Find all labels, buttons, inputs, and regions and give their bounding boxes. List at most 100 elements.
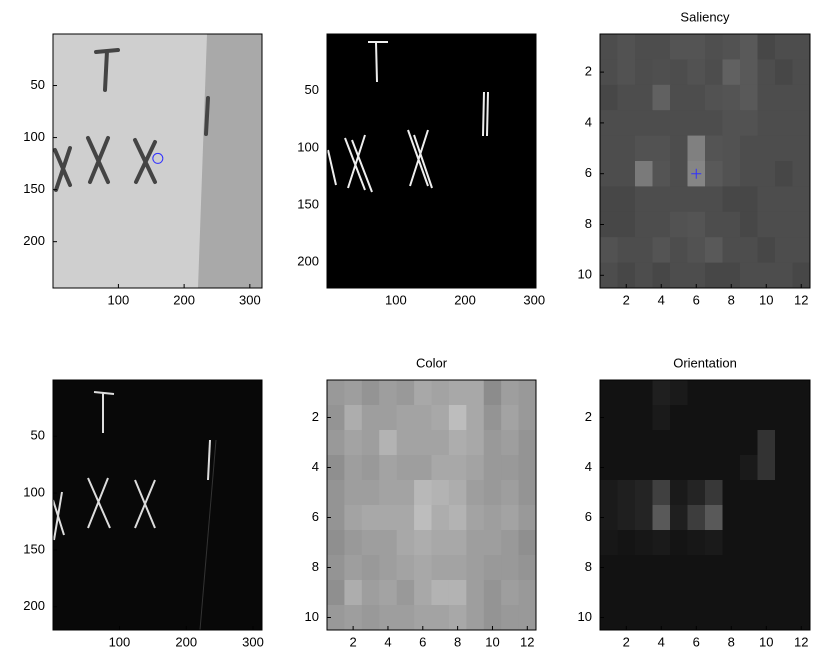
heatmap-cell xyxy=(501,405,520,431)
heatmap-cell xyxy=(722,555,741,581)
heatmap-cell xyxy=(757,84,776,111)
heatmap-cell xyxy=(740,84,758,111)
heatmap-cell xyxy=(757,555,776,581)
heatmap-cell xyxy=(722,455,741,481)
heatmap-cell xyxy=(792,530,811,556)
heatmap-cell xyxy=(344,580,363,606)
heatmap-cell xyxy=(483,580,502,606)
heatmap-cell xyxy=(792,480,811,506)
heatmap-cell xyxy=(687,237,706,264)
heatmap-cell xyxy=(327,580,345,606)
heatmap-cell xyxy=(635,262,653,289)
heatmap-cell xyxy=(635,237,653,264)
heatmap-cell xyxy=(757,380,776,406)
y-tick-label: 100 xyxy=(297,139,319,154)
heatmap-cell xyxy=(705,34,723,60)
heatmap-cell xyxy=(344,455,363,481)
heatmap-cell xyxy=(775,161,793,187)
heatmap-cell xyxy=(722,59,741,86)
marker xyxy=(691,168,702,179)
heatmap-cell xyxy=(722,211,741,238)
marker xyxy=(152,152,164,164)
heatmap-cell xyxy=(652,455,671,481)
x-tick-label: 12 xyxy=(520,634,534,649)
heatmap-cell xyxy=(617,211,636,238)
heatmap-cell xyxy=(740,211,758,238)
heatmap-cell xyxy=(327,430,345,456)
heatmap-cell xyxy=(705,405,723,431)
heatmap-cell xyxy=(757,430,776,456)
heatmap-cell xyxy=(775,505,793,531)
heatmap-cell xyxy=(740,455,758,481)
heatmap-cell xyxy=(705,59,723,86)
axes-frame xyxy=(52,33,263,289)
heatmap-cell xyxy=(466,530,485,556)
heatmap-cell xyxy=(687,84,706,111)
heatmap-cell xyxy=(466,455,485,481)
heatmap-cell xyxy=(792,84,811,111)
heatmap-cell xyxy=(414,455,432,481)
heatmap-cell xyxy=(466,405,485,431)
heatmap-cell xyxy=(379,555,398,581)
heatmap-cell xyxy=(600,555,618,581)
axes-frame xyxy=(326,33,537,289)
y-tick-label: 8 xyxy=(585,559,592,574)
heatmap-cell xyxy=(722,505,741,531)
heatmap-cell xyxy=(361,480,380,506)
heatmap-cell xyxy=(600,455,618,481)
heatmap-cell xyxy=(652,237,671,264)
heatmap-cell xyxy=(327,455,345,481)
heatmap-cell xyxy=(414,405,432,431)
axes-frame xyxy=(326,379,537,631)
heatmap-cell xyxy=(635,430,653,456)
heatmap-cell xyxy=(431,380,450,406)
heatmap-cell xyxy=(327,480,345,506)
heatmap-cell xyxy=(652,530,671,556)
heatmap-cell xyxy=(431,480,450,506)
heatmap-cell xyxy=(652,84,671,111)
heatmap-cell xyxy=(792,455,811,481)
heatmap-cell xyxy=(344,605,363,631)
heatmap-cell xyxy=(670,34,688,60)
heatmap-cell xyxy=(635,480,653,506)
heatmap-cell xyxy=(722,186,741,213)
x-tick-label: 4 xyxy=(384,634,391,649)
heatmap-cell xyxy=(635,555,653,581)
heatmap-cell xyxy=(344,505,363,531)
heatmap-cell xyxy=(379,505,398,531)
heatmap-cell xyxy=(687,110,706,137)
heatmap-cell xyxy=(740,430,758,456)
heatmap-cell xyxy=(652,480,671,506)
heatmap-cell xyxy=(705,555,723,581)
heatmap-cell xyxy=(670,505,688,531)
heatmap-cell xyxy=(757,237,776,264)
y-tick-label: 6 xyxy=(312,509,319,524)
heatmap-cell xyxy=(722,262,741,289)
heatmap-cell xyxy=(501,430,520,456)
heatmap-cell xyxy=(757,405,776,431)
heatmap-cell xyxy=(379,530,398,556)
heatmap-cell xyxy=(617,135,636,162)
heatmap-cell xyxy=(600,237,618,264)
x-tick-label: 200 xyxy=(454,292,476,307)
heatmap-cell xyxy=(775,211,793,238)
x-tick-label: 100 xyxy=(108,292,130,307)
heatmap-cell xyxy=(722,110,741,137)
heatmap-cell xyxy=(361,405,380,431)
x-tick-label: 6 xyxy=(693,634,700,649)
heatmap-cell xyxy=(775,110,793,137)
x-tick-label: 8 xyxy=(728,292,735,307)
heatmap-cell xyxy=(722,161,741,187)
y-tick-label: 4 xyxy=(312,459,319,474)
heatmap-cell xyxy=(327,505,345,531)
y-tick-label: 6 xyxy=(585,509,592,524)
heatmap-cell xyxy=(501,555,520,581)
x-tick-label: 10 xyxy=(759,292,773,307)
heatmap-cell xyxy=(792,580,811,606)
heatmap-cell xyxy=(344,555,363,581)
heatmap-cell xyxy=(687,59,706,86)
heatmap-cell xyxy=(617,262,636,289)
heatmap-cell xyxy=(687,505,706,531)
heatmap-cell xyxy=(617,186,636,213)
